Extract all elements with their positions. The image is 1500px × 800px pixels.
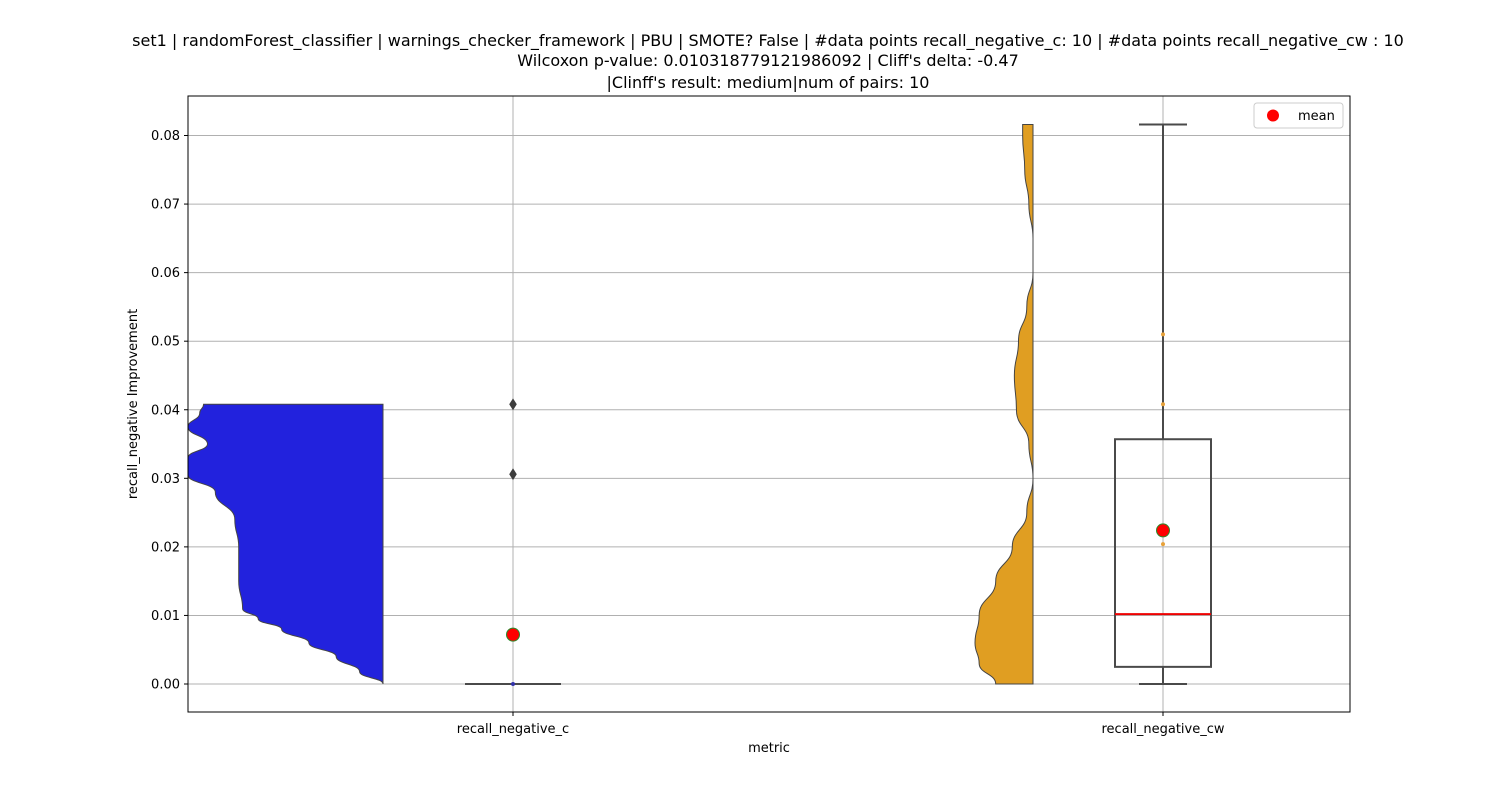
y-tick-label: 0.03 — [151, 472, 180, 487]
boxplot-recall_negative_cw — [1114, 123, 1212, 685]
y-axis-label: recall_negative Improvement — [126, 309, 141, 499]
y-tick-label: 0.01 — [151, 609, 180, 624]
mean-marker-recall_negative_cw — [1156, 523, 1170, 538]
x-axis-ticks: recall_negative_c recall_negative_cw — [457, 712, 1225, 737]
title-line-3: |Clinff's result: medium|num of pairs: 1… — [607, 73, 930, 92]
legend-mean-marker — [1267, 109, 1279, 122]
title-line-1: set1 | randomForest_classifier | warning… — [132, 31, 1404, 51]
y-tick-label: 0.07 — [151, 198, 180, 213]
plot-area — [188, 123, 1212, 686]
chart-title: set1 | randomForest_classifier | warning… — [132, 31, 1404, 92]
data-point — [1161, 402, 1165, 407]
legend-box — [1253, 102, 1344, 129]
x-axis-label: metric — [748, 741, 790, 756]
box-iqr — [1114, 438, 1212, 668]
x-tick-label: recall_negative_cw — [1101, 722, 1224, 737]
y-tick-label: 0.05 — [151, 335, 180, 350]
outlier-point — [509, 398, 517, 411]
y-axis-ticks: 0.00 0.01 0.02 0.03 0.04 0.05 0.06 0.07 0.08 — [151, 129, 188, 693]
x-tick-label: recall_negative_c — [457, 722, 569, 737]
legend-mean-label: mean — [1298, 109, 1335, 124]
y-tick-label: 0.06 — [151, 266, 180, 281]
violin-recall_negative_cw — [974, 124, 1034, 685]
y-tick-label: 0.08 — [151, 129, 180, 144]
boxplot-recall_negative_c — [465, 398, 561, 686]
outlier-point — [509, 468, 517, 481]
mean-marker-recall_negative_c — [506, 627, 520, 642]
y-tick-label: 0.04 — [151, 403, 180, 418]
median-point — [511, 682, 515, 686]
y-tick-label: 0.02 — [151, 540, 180, 555]
data-point — [1161, 332, 1165, 337]
clipped-plot — [188, 124, 1034, 685]
legend: mean — [1253, 102, 1344, 129]
y-tick-label: 0.00 — [151, 678, 180, 693]
title-line-2: Wilcoxon p-value: 0.010318779121986092 |… — [517, 51, 1019, 70]
violin-recall_negative_c — [188, 403, 384, 685]
data-point — [1161, 542, 1165, 547]
axes-frame — [187, 95, 1351, 713]
